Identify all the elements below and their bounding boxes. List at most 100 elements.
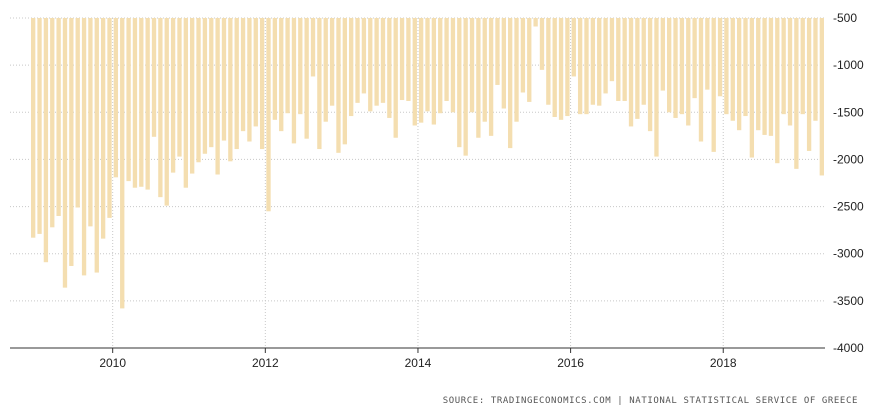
- bar: [794, 18, 799, 169]
- bar: [279, 18, 284, 132]
- bar: [539, 18, 545, 70]
- bar: [577, 18, 583, 115]
- bar: [228, 18, 233, 162]
- bar: [418, 18, 424, 123]
- bar: [488, 18, 494, 136]
- bar: [641, 18, 646, 105]
- bar: [190, 18, 195, 174]
- y-tick-label: -1000: [833, 58, 864, 72]
- bar: [158, 18, 163, 198]
- bar: [177, 18, 182, 157]
- bar: [787, 18, 793, 126]
- bar: [444, 18, 449, 101]
- bar: [450, 18, 456, 113]
- bar: [603, 18, 608, 94]
- bar: [705, 18, 710, 90]
- bar: [399, 18, 405, 101]
- bar: [743, 18, 748, 117]
- x-tick-label: 2016: [557, 356, 584, 370]
- bar: [775, 18, 780, 164]
- bar: [635, 18, 640, 119]
- bar: [730, 18, 735, 121]
- bar: [94, 18, 99, 273]
- bar: [209, 18, 214, 148]
- x-axis: 2010 2012 2014 2016 2018: [10, 347, 825, 370]
- bar: [31, 18, 36, 238]
- bar: [132, 18, 138, 188]
- bar: [806, 18, 812, 151]
- bar: [329, 18, 335, 106]
- bar: [533, 18, 538, 27]
- bar: [151, 18, 157, 137]
- bar: [647, 18, 653, 132]
- bar: [768, 18, 774, 136]
- bar: [88, 18, 93, 227]
- bar: [679, 18, 685, 115]
- bar: [393, 18, 398, 138]
- bar: [546, 18, 551, 105]
- bar: [323, 18, 328, 122]
- bar: [310, 18, 316, 77]
- bar: [482, 18, 487, 122]
- bar: [43, 18, 49, 263]
- bar: [717, 18, 723, 97]
- bar: [654, 18, 659, 157]
- bar: [272, 18, 278, 120]
- bar: [406, 18, 411, 101]
- bar: [756, 18, 761, 131]
- bar: [170, 18, 176, 173]
- y-tick-label: -1500: [833, 105, 864, 119]
- bar: [62, 18, 68, 288]
- bar: [571, 18, 576, 77]
- bar: [69, 18, 74, 266]
- bar: [317, 18, 322, 150]
- bar: [368, 18, 373, 112]
- x-tick-label: 2012: [252, 356, 279, 370]
- bar: [597, 18, 602, 106]
- bar: [202, 18, 208, 154]
- bar: [590, 18, 596, 105]
- bar: [298, 18, 303, 115]
- bar: [616, 18, 621, 101]
- source-note: SOURCE: TRADINGECONOMICS.COM | NATIONAL …: [442, 396, 858, 406]
- bar: [113, 18, 119, 178]
- bar: [234, 18, 239, 150]
- bar: [819, 18, 824, 176]
- bar: [304, 18, 309, 139]
- bar: [259, 18, 265, 150]
- bar: [495, 18, 500, 85]
- bar: [749, 18, 755, 158]
- bar: [476, 18, 481, 138]
- y-tick-label: -3000: [833, 247, 864, 261]
- bar: [355, 18, 360, 103]
- bar: [374, 18, 379, 106]
- bar: [762, 18, 767, 135]
- bar: [50, 18, 55, 228]
- bar: [558, 18, 564, 120]
- bar: [514, 18, 519, 122]
- bar: [380, 18, 386, 103]
- bar: [508, 18, 513, 149]
- bar: [196, 18, 201, 163]
- bar: [431, 18, 437, 125]
- bar: [781, 18, 786, 115]
- bars: [31, 18, 824, 309]
- bar: [266, 18, 271, 212]
- bar: [291, 18, 297, 144]
- bar: [349, 18, 354, 117]
- y-tick-label: -2000: [833, 152, 864, 166]
- y-tick-label: -4000: [833, 341, 864, 355]
- bar: [565, 18, 570, 117]
- bar: [692, 18, 697, 99]
- bar: [463, 18, 468, 156]
- bar: [56, 18, 61, 216]
- x-tick-label: 2010: [99, 356, 126, 370]
- bar: [686, 18, 691, 126]
- bar: [660, 18, 665, 91]
- bar: [75, 18, 80, 208]
- bar: [520, 18, 526, 93]
- bar: [425, 18, 430, 112]
- bar: [457, 18, 462, 148]
- bar: [247, 18, 252, 142]
